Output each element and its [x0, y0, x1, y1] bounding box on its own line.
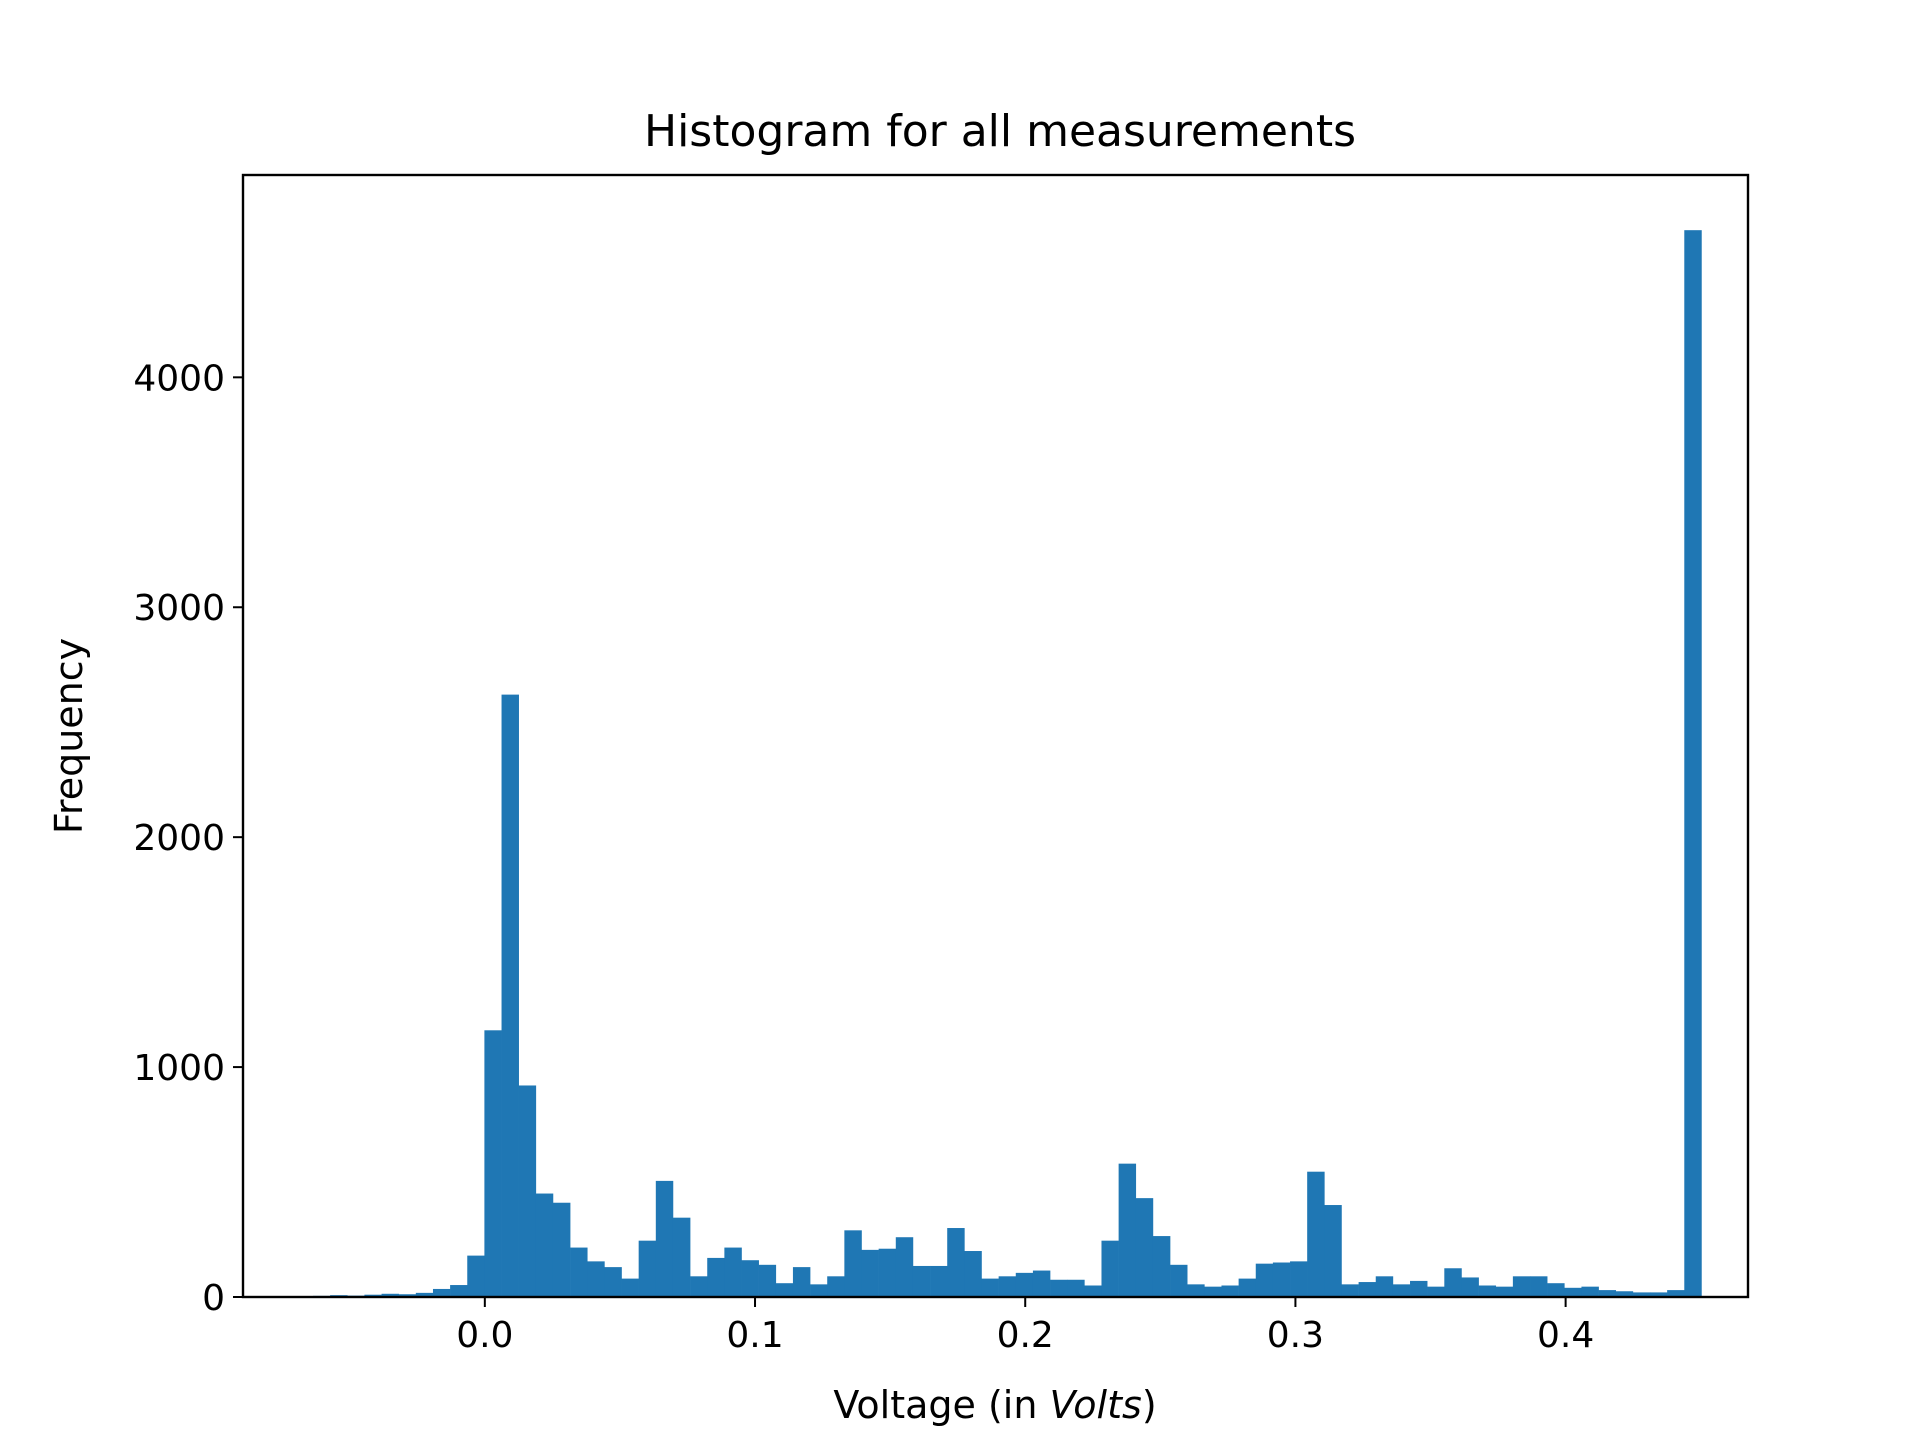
histogram-bar — [810, 1284, 828, 1297]
x-tick-label: 0.2 — [997, 1315, 1054, 1356]
histogram-bar — [450, 1285, 468, 1297]
x-axis-label-unit: Volts — [1050, 1383, 1142, 1427]
histogram-bar — [690, 1276, 708, 1297]
histogram-bar — [878, 1248, 897, 1297]
histogram-bar — [1375, 1276, 1394, 1297]
chart-title: Histogram for all measurements — [644, 106, 1356, 157]
histogram-bar — [1170, 1264, 1188, 1297]
histogram-bar — [827, 1276, 845, 1297]
histogram-bar — [1135, 1198, 1154, 1297]
histogram-bar — [707, 1257, 725, 1297]
histogram-bar — [1290, 1261, 1308, 1297]
histogram-bar — [1667, 1290, 1685, 1297]
histogram-bar — [672, 1217, 691, 1297]
y-tick-label: 2000 — [133, 818, 225, 859]
histogram-bar — [1478, 1285, 1497, 1297]
histogram-bar — [1650, 1292, 1668, 1297]
y-axis-ticks: 0 1000 2000 3000 4000 — [133, 358, 243, 1319]
histogram-bar — [1410, 1280, 1428, 1297]
histogram-bar — [1392, 1284, 1411, 1297]
histogram-bar — [758, 1264, 777, 1297]
histogram-bar — [381, 1293, 399, 1297]
histogram-bar — [1152, 1236, 1171, 1297]
histogram-bar — [1358, 1282, 1377, 1297]
histogram-bar — [1632, 1292, 1651, 1297]
histogram-bar — [1015, 1272, 1034, 1297]
histogram-bar — [1204, 1286, 1222, 1297]
histogram-bar — [1307, 1171, 1325, 1297]
x-tick-label: 0.0 — [456, 1315, 513, 1356]
histogram-bar — [1067, 1279, 1085, 1297]
histogram-bar — [861, 1249, 879, 1297]
histogram-bar — [415, 1292, 434, 1297]
x-tick-label: 0.3 — [1267, 1315, 1324, 1356]
histogram-bar — [1118, 1163, 1137, 1297]
histogram-bar — [912, 1265, 931, 1297]
histogram-bar — [655, 1180, 674, 1297]
histogram-bar — [1255, 1263, 1274, 1297]
histogram-bar — [1444, 1268, 1462, 1297]
histogram-bar — [964, 1251, 982, 1297]
x-axis-label: Voltage (in Volts) — [833, 1383, 1156, 1427]
histogram-bar — [398, 1294, 417, 1297]
histogram-bar — [1101, 1240, 1119, 1297]
histogram-bar — [1495, 1286, 1514, 1297]
histogram-bar — [930, 1265, 948, 1297]
histogram-bar — [844, 1230, 862, 1297]
histogram-bar — [792, 1267, 811, 1297]
histogram-bar — [1461, 1277, 1479, 1297]
histogram-bar — [535, 1193, 554, 1297]
y-tick-label: 3000 — [133, 588, 225, 629]
x-axis-ticks: 0.0 0.1 0.2 0.3 0.4 — [456, 1297, 1594, 1356]
histogram-bar — [552, 1202, 571, 1297]
y-tick-label: 0 — [202, 1278, 225, 1319]
histogram-bar — [621, 1278, 639, 1297]
plot-frame — [241, 173, 1750, 1299]
histogram-bar — [1324, 1205, 1342, 1297]
histogram-bar — [1341, 1284, 1359, 1297]
histogram-bar — [1684, 230, 1702, 1298]
histogram-bar — [1530, 1276, 1548, 1297]
histogram-bar — [484, 1030, 502, 1297]
histogram-bar — [724, 1247, 742, 1297]
x-axis-label-close: ) — [1142, 1383, 1157, 1427]
histogram-bars — [312, 230, 1702, 1298]
y-axis-label: Frequency — [47, 638, 91, 834]
histogram-bar — [1032, 1270, 1051, 1297]
histogram-bar — [1272, 1262, 1291, 1297]
histogram-bar — [947, 1228, 965, 1297]
histogram-bar — [501, 694, 519, 1297]
histogram-bar — [1512, 1276, 1531, 1297]
x-tick-label: 0.1 — [726, 1315, 783, 1356]
histogram-bar — [741, 1260, 759, 1297]
histogram-bar — [1564, 1287, 1582, 1297]
histogram-bar — [1221, 1285, 1239, 1297]
x-tick-label: 0.4 — [1537, 1315, 1594, 1356]
histogram-bar — [1615, 1291, 1634, 1297]
histogram-bar — [587, 1261, 605, 1297]
histogram-bar — [604, 1267, 622, 1297]
histogram-bar — [981, 1278, 999, 1297]
histogram-bar — [1598, 1290, 1617, 1297]
histogram-bar — [467, 1255, 485, 1297]
histogram-bar — [1050, 1279, 1068, 1297]
histogram-bar — [1427, 1286, 1445, 1297]
histogram-bar — [775, 1283, 794, 1297]
histogram-bar — [1581, 1286, 1599, 1297]
histogram-bar — [998, 1276, 1017, 1297]
histogram-bar — [638, 1240, 657, 1297]
histogram-bar — [1084, 1285, 1102, 1297]
histogram-bar — [570, 1247, 588, 1297]
y-tick-label: 1000 — [133, 1048, 225, 1089]
x-axis-label-text: Voltage (in — [833, 1383, 1049, 1427]
histogram-bar — [895, 1237, 914, 1297]
y-tick-label: 4000 — [133, 358, 225, 399]
histogram-bar — [1547, 1283, 1565, 1297]
histogram-bar — [432, 1288, 451, 1297]
histogram-bar — [1187, 1284, 1205, 1297]
histogram-bar — [518, 1085, 537, 1297]
histogram-bar — [1238, 1278, 1257, 1297]
